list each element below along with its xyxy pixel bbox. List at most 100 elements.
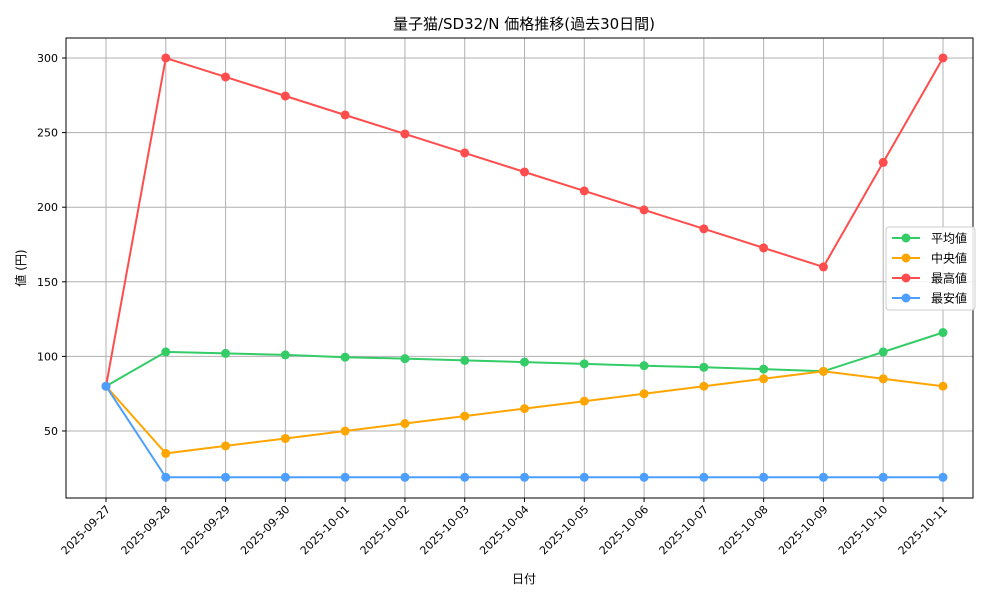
data-point-marker bbox=[579, 396, 589, 406]
grid-lines bbox=[66, 38, 973, 498]
x-tick-label: 2025-10-09 bbox=[776, 503, 830, 557]
x-tick-label: 2025-09-30 bbox=[238, 503, 292, 557]
x-tick-label: 2025-09-27 bbox=[59, 503, 113, 557]
y-axis-label: 値 (円) bbox=[13, 249, 28, 286]
data-point-marker bbox=[938, 472, 948, 482]
data-point-marker bbox=[460, 355, 470, 365]
series-最安値 bbox=[101, 381, 948, 482]
legend-entry: 最高値 bbox=[892, 271, 967, 286]
data-point-marker bbox=[699, 472, 709, 482]
data-point-marker bbox=[460, 472, 470, 482]
y-tick-label: 200 bbox=[37, 201, 58, 214]
data-point-marker bbox=[280, 433, 290, 443]
chart-title: 量子猫/SD32/N 価格推移(過去30日間) bbox=[393, 15, 655, 33]
legend-entry: 中央値 bbox=[892, 251, 967, 266]
data-point-marker bbox=[101, 381, 111, 391]
x-tick-label: 2025-09-29 bbox=[178, 503, 232, 557]
data-point-marker bbox=[221, 348, 231, 358]
data-point-marker bbox=[520, 357, 529, 367]
x-tick-label: 2025-10-06 bbox=[597, 503, 651, 557]
data-point-marker bbox=[818, 262, 828, 272]
x-tick-label: 2025-10-11 bbox=[896, 503, 950, 557]
data-point-marker bbox=[639, 361, 649, 371]
data-point-marker bbox=[520, 404, 529, 414]
legend-label: 最安値 bbox=[931, 291, 967, 306]
data-point-marker bbox=[938, 381, 948, 391]
data-point-marker bbox=[460, 148, 470, 158]
legend-entry: 最安値 bbox=[892, 291, 967, 306]
x-tick-label: 2025-10-03 bbox=[417, 503, 471, 557]
y-axis-ticks: 50 100 150 200 250 300 bbox=[37, 52, 66, 438]
series-中央値 bbox=[101, 366, 948, 458]
x-tick-label: 2025-10-05 bbox=[537, 503, 591, 557]
data-point-marker bbox=[878, 347, 888, 357]
data-point-marker bbox=[221, 441, 231, 451]
legend-marker-icon bbox=[901, 293, 911, 303]
data-point-marker bbox=[280, 472, 290, 482]
data-point-marker bbox=[878, 374, 888, 384]
y-tick-label: 100 bbox=[37, 350, 58, 363]
data-point-marker bbox=[938, 328, 948, 338]
data-point-marker bbox=[878, 472, 888, 482]
data-point-marker bbox=[340, 426, 350, 436]
x-tick-label: 2025-10-01 bbox=[298, 503, 352, 557]
data-point-marker bbox=[878, 157, 888, 167]
data-point-marker bbox=[520, 472, 529, 482]
data-point-marker bbox=[161, 347, 171, 357]
legend-label: 中央値 bbox=[931, 251, 967, 266]
legend-entry: 平均値 bbox=[892, 231, 967, 246]
legend-marker-icon bbox=[901, 253, 911, 263]
plot-area-frame bbox=[65, 37, 974, 499]
data-point-marker bbox=[280, 350, 290, 360]
legend-label: 最高値 bbox=[931, 271, 967, 286]
data-point-marker bbox=[639, 389, 649, 399]
data-point-marker bbox=[340, 472, 350, 482]
x-tick-label: 2025-10-08 bbox=[716, 503, 770, 557]
data-point-marker bbox=[759, 374, 769, 384]
x-tick-label: 2025-10-07 bbox=[657, 503, 711, 557]
data-point-marker bbox=[579, 472, 589, 482]
data-point-marker bbox=[699, 381, 709, 391]
data-point-marker bbox=[938, 53, 948, 63]
data-point-marker bbox=[400, 419, 410, 429]
data-point-marker bbox=[639, 472, 649, 482]
data-point-marker bbox=[400, 354, 410, 364]
x-axis-ticks: 2025-09-27 2025-09-28 2025-09-29 2025-09-30… bbox=[59, 498, 950, 557]
x-tick-label: 2025-10-04 bbox=[477, 503, 531, 557]
y-tick-label: 50 bbox=[44, 425, 58, 438]
legend-marker-icon bbox=[901, 233, 911, 243]
data-point-marker bbox=[818, 366, 828, 376]
data-point-marker bbox=[520, 167, 529, 177]
data-point-marker bbox=[221, 472, 231, 482]
legend-label: 平均値 bbox=[931, 231, 967, 246]
data-point-marker bbox=[400, 472, 410, 482]
data-point-marker bbox=[818, 472, 828, 482]
data-point-marker bbox=[759, 472, 769, 482]
data-point-marker bbox=[460, 411, 470, 421]
data-point-marker bbox=[161, 472, 171, 482]
data-point-marker bbox=[759, 364, 769, 374]
x-tick-label: 2025-10-10 bbox=[836, 503, 890, 557]
data-point-marker bbox=[340, 352, 350, 362]
x-axis-label: 日付 bbox=[512, 572, 536, 586]
data-point-marker bbox=[699, 362, 709, 372]
legend-box bbox=[885, 226, 976, 311]
data-point-marker bbox=[400, 129, 410, 139]
data-point-marker bbox=[579, 359, 589, 369]
data-point-marker bbox=[221, 72, 231, 82]
data-point-marker bbox=[639, 205, 649, 215]
x-tick-label: 2025-10-02 bbox=[358, 503, 412, 557]
x-tick-label: 2025-09-28 bbox=[119, 503, 173, 557]
data-point-marker bbox=[161, 53, 171, 63]
data-point-marker bbox=[699, 224, 709, 234]
y-tick-label: 300 bbox=[37, 52, 58, 65]
data-point-marker bbox=[340, 110, 350, 120]
legend-marker-icon bbox=[901, 273, 911, 283]
y-tick-label: 250 bbox=[37, 127, 58, 140]
data-point-marker bbox=[759, 243, 769, 253]
data-series bbox=[101, 53, 948, 482]
y-tick-label: 150 bbox=[37, 276, 58, 289]
data-point-marker bbox=[161, 448, 171, 458]
